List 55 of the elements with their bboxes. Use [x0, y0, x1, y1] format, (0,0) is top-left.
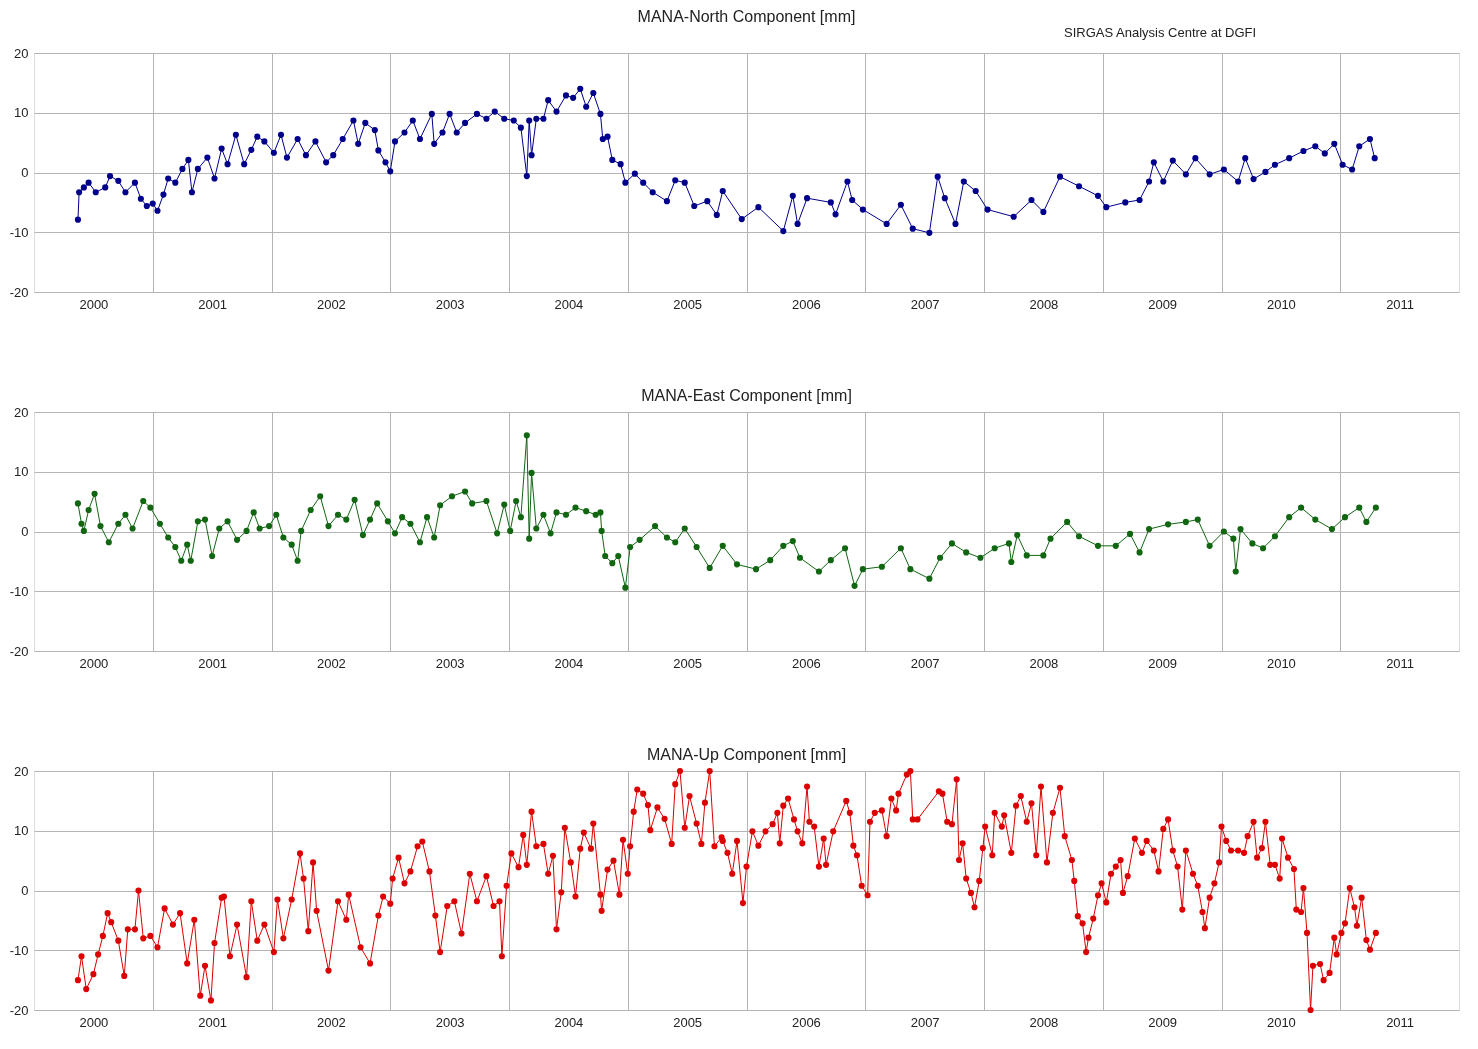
x-tick-label: 2005	[673, 655, 703, 671]
x-tick-label: 2004	[554, 655, 584, 671]
x-tick-label: 2001	[198, 655, 228, 671]
x-tick-label: 2010	[1266, 296, 1296, 312]
x-tick-label: 2001	[198, 1014, 228, 1030]
x-tick-label: 2010	[1266, 1014, 1296, 1030]
x-tick-label: 2002	[316, 296, 346, 312]
x-tick-label: 2007	[910, 655, 940, 671]
x-tick-label: 2009	[1148, 296, 1178, 312]
x-tick-label: 2005	[673, 1014, 703, 1030]
y-tick-label: 20	[14, 763, 29, 779]
x-tick-label: 2006	[791, 1014, 821, 1030]
x-tick-label: 2006	[791, 655, 821, 671]
x-tick-label: 2005	[673, 296, 703, 312]
x-tick-label: 2000	[79, 1014, 109, 1030]
chart-title: MANA-North Component [mm]	[637, 8, 856, 25]
x-tick-label: 2009	[1148, 655, 1178, 671]
x-tick-label: 2006	[791, 296, 821, 312]
x-tick-label: 2001	[198, 296, 228, 312]
x-tick-label: 2007	[910, 296, 940, 312]
y-tick-label: -20	[9, 643, 29, 659]
x-tick-label: 2002	[316, 1014, 346, 1030]
x-tick-label: 2008	[1029, 296, 1059, 312]
y-tick-label: -10	[9, 583, 29, 599]
x-tick-label: 2007	[910, 1014, 940, 1030]
x-tick-label: 2000	[79, 655, 109, 671]
x-tick-label: 2003	[435, 1014, 465, 1030]
x-tick-label: 2000	[79, 296, 109, 312]
y-tick-label: 0	[21, 524, 29, 539]
y-tick-label: 0	[21, 165, 29, 180]
x-tick-label: 2002	[316, 655, 346, 671]
text: SIRGAS Analysis Centre at DGFI	[1064, 25, 1257, 40]
y-tick-label: -20	[9, 1002, 29, 1018]
y-tick-label: -10	[9, 224, 29, 240]
y-tick-label: 10	[14, 464, 29, 480]
y-tick-label: -20	[9, 284, 29, 300]
chart-title: MANA-Up Component [mm]	[646, 746, 847, 763]
y-tick-label: 0	[21, 883, 29, 898]
y-tick-label: 10	[14, 105, 29, 121]
y-tick-label: -10	[9, 942, 29, 958]
x-tick-label: 2010	[1266, 655, 1296, 671]
x-tick-label: 2008	[1029, 1014, 1059, 1030]
x-tick-label: 2009	[1148, 1014, 1178, 1030]
x-tick-label: 2011	[1386, 296, 1415, 312]
x-tick-label: 2003	[435, 655, 465, 671]
x-tick-label: 2011	[1386, 655, 1415, 671]
x-tick-label: 2008	[1029, 655, 1059, 671]
y-tick-label: 20	[14, 45, 29, 61]
x-tick-label: 2004	[554, 296, 584, 312]
x-tick-label: 2004	[554, 1014, 584, 1030]
chart-title: MANA-East Component [mm]	[641, 387, 852, 404]
x-tick-label: 2011	[1386, 1014, 1415, 1030]
x-tick-label: 2003	[435, 296, 465, 312]
y-tick-label: 10	[14, 823, 29, 839]
y-tick-label: 20	[14, 404, 29, 420]
